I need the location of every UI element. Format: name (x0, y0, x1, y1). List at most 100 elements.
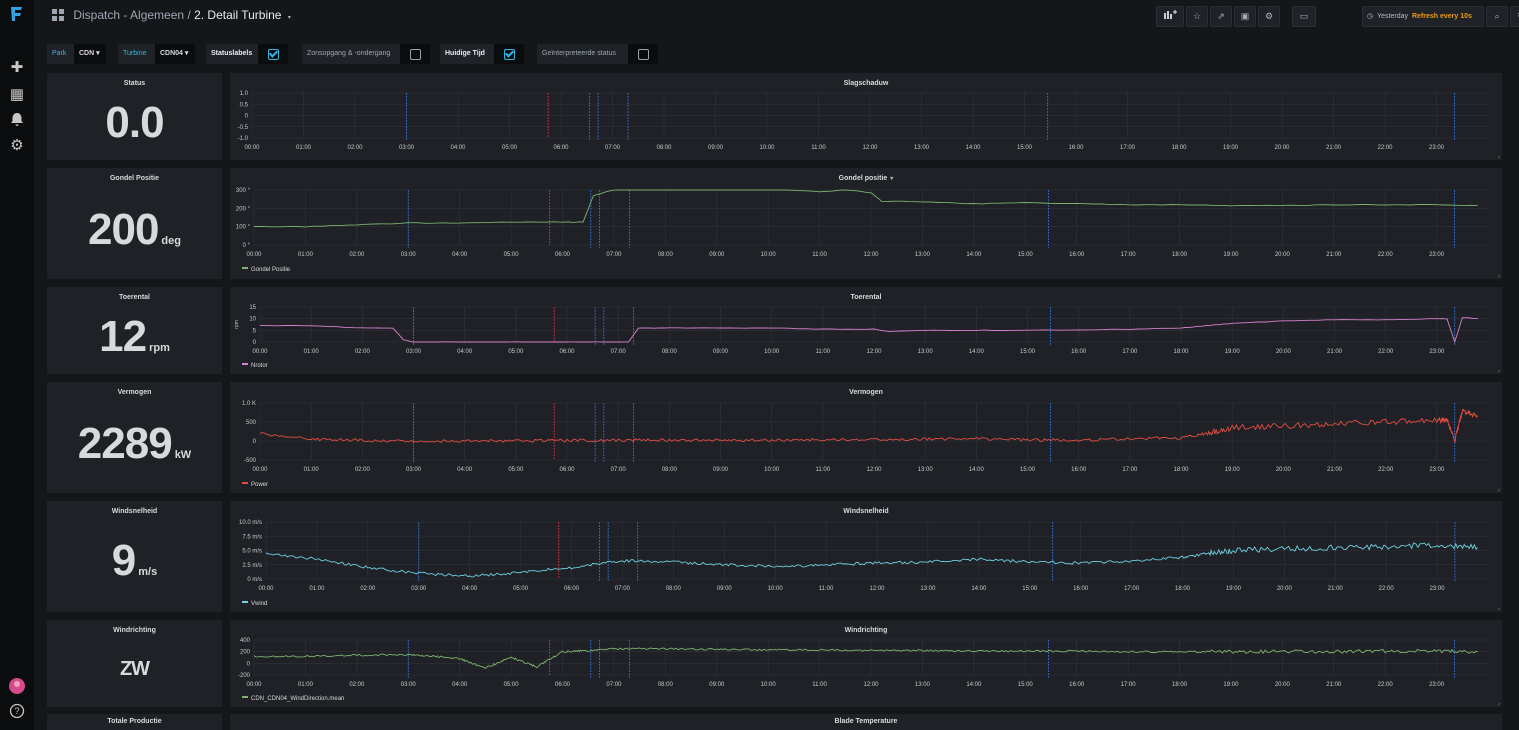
stat-panel-windrichting[interactable]: Windrichting ZW (47, 620, 222, 707)
y-tick-label: 0 (245, 114, 249, 120)
legend-swatch (242, 363, 248, 365)
var-park-value[interactable]: CDN ▾ (74, 44, 106, 64)
panel-title-text: Gondel positie (838, 175, 888, 182)
graph-panel-blade-temperature[interactable]: Blade Temperature (230, 714, 1502, 730)
y-tick-label: 0 m/s (247, 577, 262, 583)
stat-number: 200 (88, 205, 159, 254)
user-avatar-icon[interactable] (7, 676, 27, 696)
stat-panel-windsnelheid[interactable]: Windsnelheid 9 m/s (47, 501, 222, 612)
huidige-tijd-checkbox[interactable] (494, 44, 524, 64)
stat-panel-gondel-positie[interactable]: Gondel Positie 200 deg (47, 168, 222, 279)
var-zonsopgang-label: Zonsopgang & -ondergang (302, 44, 400, 64)
graph-panel-windsnelheid[interactable]: 10.0 m/s 7.5 m/s 5.0 m/s 2.5 m/s 0 m/s 00:00 0… (230, 501, 1502, 612)
x-tick-label: 07:00 (606, 682, 622, 688)
statuslabels-checkbox[interactable] (258, 44, 288, 64)
graph-panel-gondel-positie[interactable]: 300 ° 200 ° 100 ° 0 ° 00:00 01:00 02:00 03:00 04… (230, 168, 1502, 279)
x-tick-label: 06:00 (559, 349, 575, 355)
graph-panel-slagschaduw[interactable]: 1.0 0.5 0 -0.5 -1.0 00:00 01:00 02:00 03:00 04:00… (230, 73, 1502, 160)
geinterpreteerde-checkbox[interactable] (628, 44, 658, 64)
stat-number: 9 (111, 536, 137, 585)
share-button[interactable]: ⇗ (1210, 6, 1232, 27)
save-button[interactable]: ▣ (1234, 6, 1256, 27)
x-tick-label: 16:00 (1071, 349, 1087, 355)
x-tick-label: 21:00 (1327, 467, 1343, 473)
stat-panel-totale-productie[interactable]: Totale Productie (47, 714, 222, 730)
var-turbine-value[interactable]: CDN04 ▾ (155, 44, 195, 64)
settings-button[interactable]: ⚙ (1258, 6, 1280, 27)
dashboard-title[interactable]: 2. Detail Turbine (194, 8, 282, 22)
x-tick-label: 00:00 (246, 252, 262, 258)
plus-icon[interactable]: ✚ (10, 59, 24, 76)
chart-svg: 1.0 0.5 0 -0.5 -1.0 00:00 01:00 02:00 03:00 04:00… (238, 91, 1501, 159)
x-tick-label: 01:00 (304, 467, 320, 473)
stat-panel-status[interactable]: Status 0.0 (47, 73, 222, 160)
x-tick-label: 09:00 (713, 349, 729, 355)
legend-label: Vwind (251, 601, 268, 607)
y-tick-label: 500 (246, 420, 257, 426)
stat-unit: rpm (149, 342, 170, 354)
x-tick-label: 03:00 (401, 682, 417, 688)
graph-panel-windrichting[interactable]: 400 200 0 -200 00:00 01:00 02:00 03:00 04:00 05:0… (230, 620, 1502, 707)
legend-item[interactable]: Power (242, 482, 268, 488)
x-tick-label: 19:00 (1223, 252, 1239, 258)
x-tick-label: 04:00 (457, 467, 473, 473)
panel-title: Blade Temperature (834, 718, 898, 725)
x-tick-label: 00:00 (244, 145, 260, 151)
chevron-down-icon[interactable]: ▾ (287, 15, 291, 21)
x-tick-label: 08:00 (662, 467, 678, 473)
panel-title: Toerental (850, 294, 882, 301)
legend-item[interactable]: Gondel Positie (242, 267, 290, 273)
x-tick-label: 12:00 (863, 252, 879, 258)
help-icon[interactable]: ? (7, 701, 27, 721)
time-picker-button[interactable]: ◷ Yesterday Refresh every 10s (1362, 6, 1484, 27)
stat-panel-vermogen[interactable]: Vermogen 2289 kW (47, 382, 222, 493)
stat-panel-toerental[interactable]: Toerental 12 rpm (47, 287, 222, 374)
graph-panel-toerental[interactable]: 15 10 5 0 rpm 00:00 01:00 02:00 03:00 04:00 05:00 0… (230, 287, 1502, 374)
x-tick-label: 20:00 (1275, 252, 1291, 258)
y-tick-label: 5.0 m/s (242, 549, 262, 555)
y-tick-label: 15 (249, 305, 256, 311)
legend-item[interactable]: CDN_CDN04_WindDirection.mean (242, 696, 344, 702)
zonsopgang-checkbox[interactable] (400, 44, 430, 64)
x-tick-label: 08:00 (662, 349, 678, 355)
panel-title[interactable]: Gondel positie ▾ (230, 175, 1502, 182)
refresh-button[interactable]: ↻ (1510, 6, 1519, 27)
checkbox-checked-icon (268, 49, 279, 60)
dashboard-grid-icon (52, 9, 64, 21)
x-tick-label: 11:00 (811, 145, 826, 151)
gear-icon[interactable]: ⚙ (10, 137, 24, 154)
bell-icon[interactable] (7, 110, 27, 130)
graph-panel-vermogen[interactable]: 1.0 K 500 0 -500 00:00 01:00 02:00 03:00 04:00 05… (230, 382, 1502, 493)
panel-title: Slagschaduw (843, 80, 889, 87)
tv-mode-button[interactable]: ▭ (1292, 6, 1316, 27)
x-tick-label: 04:00 (452, 252, 468, 258)
x-tick-label: 06:00 (559, 467, 575, 473)
resize-handle-icon (1497, 369, 1501, 373)
add-panel-button[interactable] (1156, 6, 1184, 27)
stat-number: 0.0 (105, 98, 164, 147)
breadcrumb-folder[interactable]: Dispatch - Algemeen / (73, 8, 191, 22)
star-button[interactable]: ☆ (1186, 6, 1208, 27)
zoom-out-button[interactable]: ⌕ (1486, 6, 1508, 27)
legend-item[interactable]: Nrotor (242, 363, 268, 369)
x-tick-label: 21:00 (1327, 349, 1343, 355)
grafana-logo-icon[interactable] (7, 4, 27, 24)
dashboards-icon[interactable]: ▦ (9, 86, 25, 103)
clock-icon: ◷ (1367, 13, 1374, 20)
legend-item[interactable]: Vwind (242, 601, 267, 607)
x-tick-label: 05:00 (513, 586, 529, 592)
x-tick-label: 23:00 (1429, 349, 1445, 355)
chevron-down-icon[interactable]: ▾ (890, 176, 894, 182)
x-tick-label: 13:00 (920, 586, 936, 592)
svg-text:?: ? (14, 706, 19, 716)
x-tick-label: 10:00 (764, 467, 780, 473)
x-tick-label: 04:00 (452, 682, 468, 688)
x-tick-label: 18:00 (1172, 252, 1188, 258)
resize-handle-icon (1497, 274, 1501, 278)
breadcrumb[interactable]: Dispatch - Algemeen / 2. Detail Turbine … (52, 8, 291, 22)
y-tick-label: 0 (253, 439, 257, 445)
stat-number: 12 (99, 312, 147, 361)
legend-swatch (242, 482, 248, 484)
x-tick-label: 01:00 (296, 145, 312, 151)
x-tick-label: 22:00 (1379, 586, 1395, 592)
